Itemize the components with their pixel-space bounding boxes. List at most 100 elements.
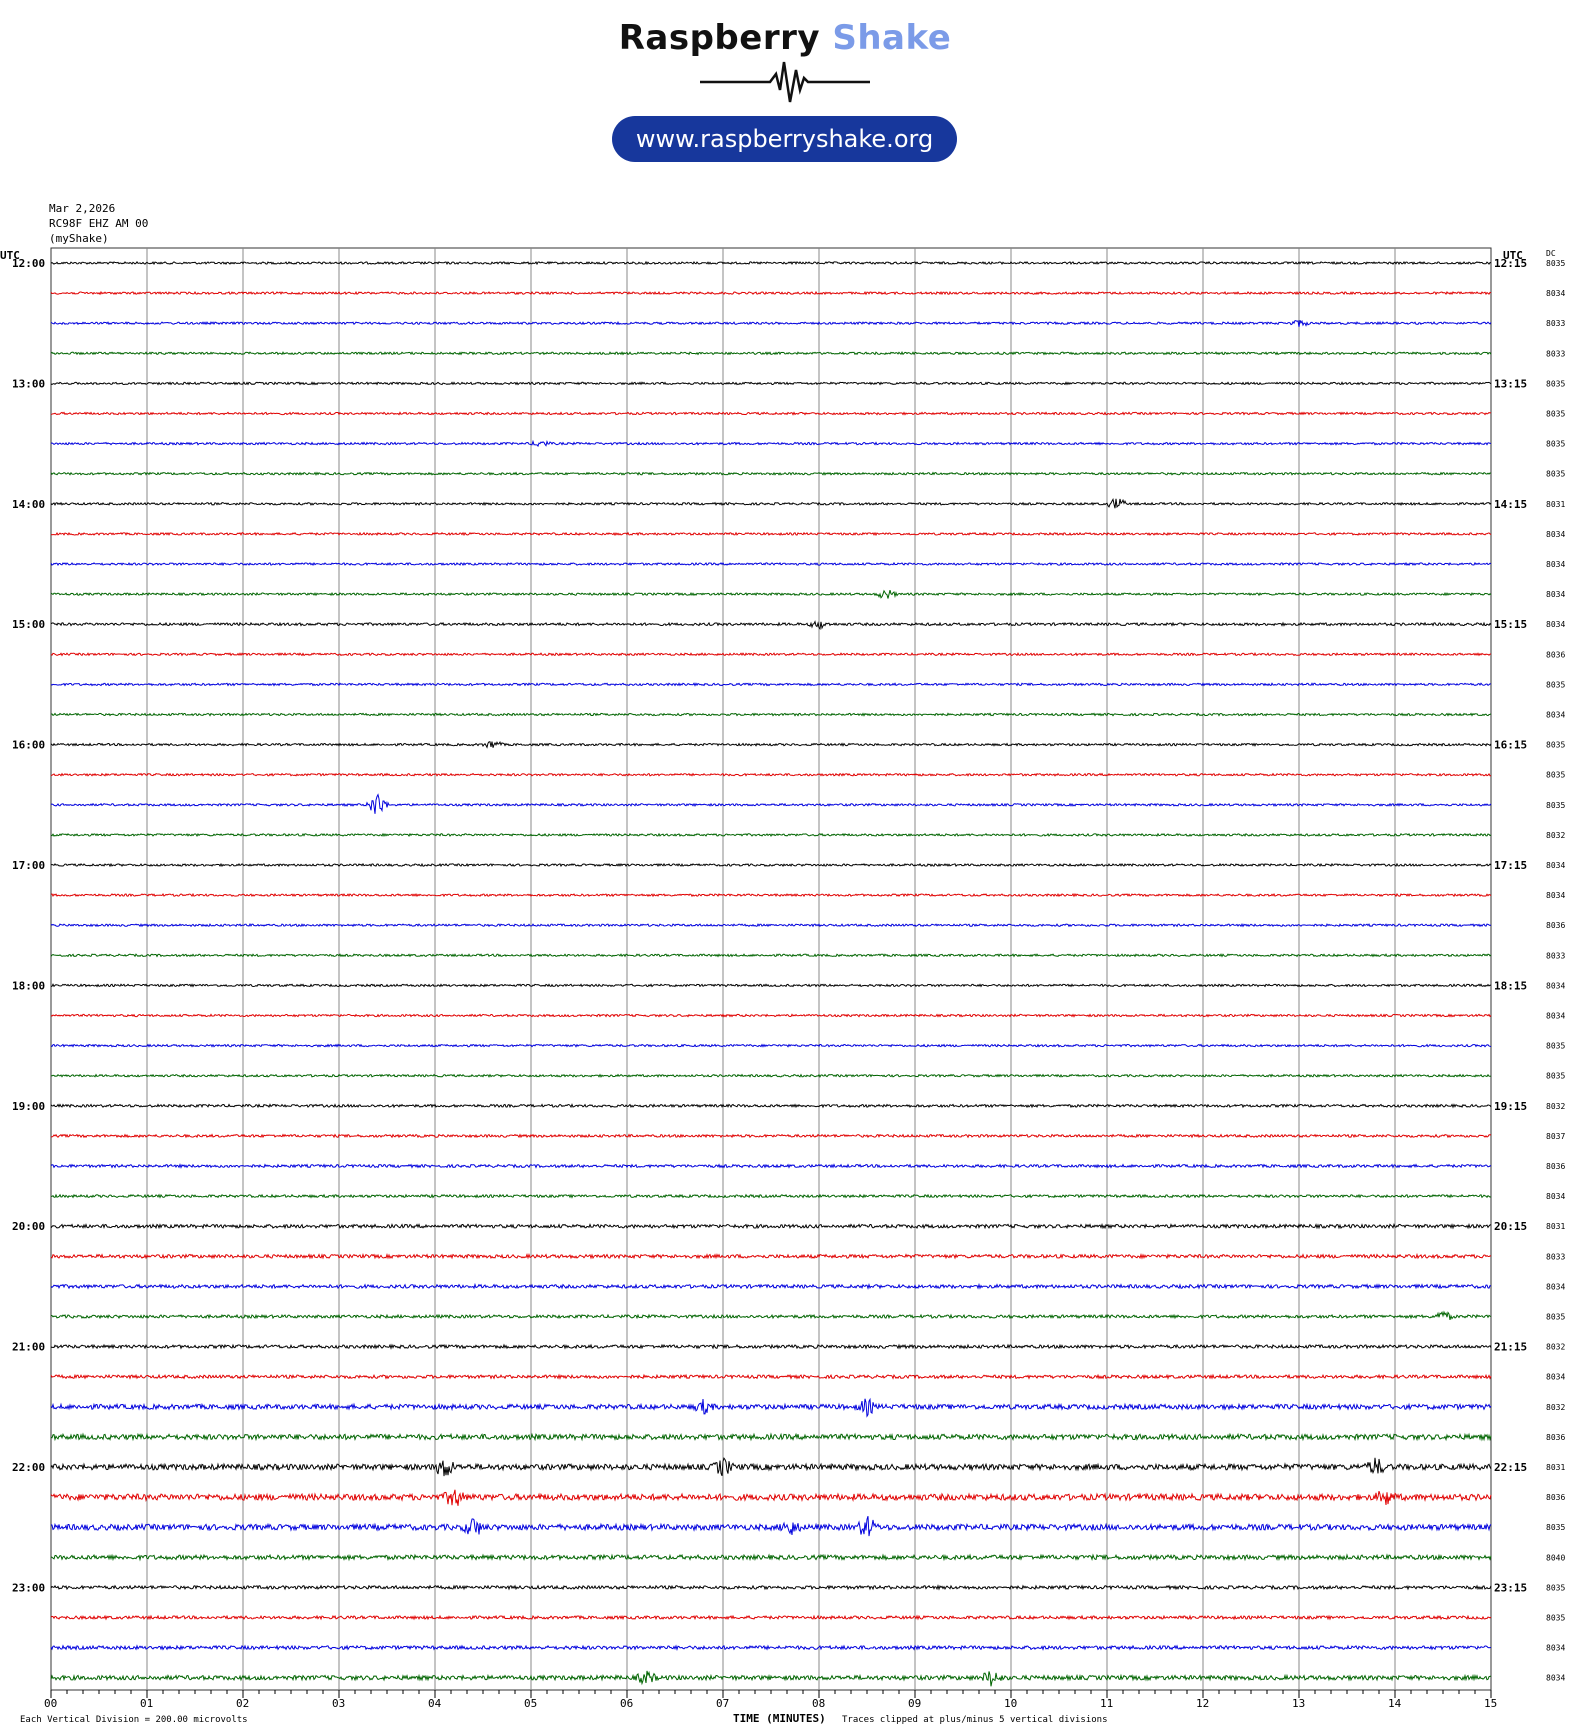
trace-line bbox=[50, 793, 1492, 814]
hour-labels-left: 12:00 13:00 14:00 15:00 16:00 17:00 18:00 19:00… bbox=[12, 257, 45, 1594]
vertical-division-note: Each Vertical Division = 200.00 microvol… bbox=[20, 1715, 248, 1725]
dc-offset-label: 8035 bbox=[1546, 1614, 1565, 1623]
clipping-note: Traces clipped at plus/minus 5 vertical … bbox=[842, 1715, 1108, 1725]
hour-label-right: 23:15 bbox=[1494, 1581, 1527, 1594]
trace-line bbox=[50, 1516, 1492, 1537]
dc-offset-label: 8034 bbox=[1546, 620, 1565, 629]
dc-header-label: DC bbox=[1546, 249, 1556, 258]
dc-offset-label: 8034 bbox=[1546, 590, 1565, 599]
trace-line bbox=[51, 1133, 1492, 1139]
hour-label-left: 20:00 bbox=[12, 1220, 45, 1233]
x-tick-label: 03 bbox=[332, 1697, 345, 1710]
dc-offset-label: 8034 bbox=[1546, 1644, 1565, 1653]
trace-line bbox=[50, 1432, 1492, 1442]
x-tick-label: 12 bbox=[1196, 1697, 1209, 1710]
hour-label-right: 15:15 bbox=[1494, 618, 1527, 631]
dc-offset-label: 8035 bbox=[1546, 440, 1565, 449]
dc-offset-label: 8034 bbox=[1546, 711, 1565, 720]
dc-offset-label: 8034 bbox=[1546, 891, 1565, 900]
hour-label-right: 19:15 bbox=[1494, 1100, 1527, 1113]
x-tick-label: 00 bbox=[44, 1697, 57, 1710]
hour-label-left: 15:00 bbox=[12, 618, 45, 631]
dc-offset-label: 8034 bbox=[1546, 1373, 1565, 1382]
dc-offset-label: 8036 bbox=[1546, 1493, 1565, 1502]
station-id: RC98F EHZ AM 00 bbox=[49, 217, 149, 230]
hour-label-left: 18:00 bbox=[12, 979, 45, 992]
x-tick-label: 02 bbox=[236, 1697, 249, 1710]
trace-line bbox=[50, 740, 1492, 749]
trace-line bbox=[50, 1073, 1492, 1078]
trace-line bbox=[50, 1103, 1492, 1109]
dc-offset-label: 8035 bbox=[1546, 771, 1565, 780]
dc-offset-label: 8036 bbox=[1546, 650, 1565, 659]
dc-offset-label: 8035 bbox=[1546, 741, 1565, 750]
dc-offset-label: 8035 bbox=[1546, 680, 1565, 689]
hour-label-right: 20:15 bbox=[1494, 1220, 1527, 1233]
hour-label-left: 23:00 bbox=[12, 1581, 45, 1594]
dc-offset-label: 8034 bbox=[1546, 981, 1565, 990]
trace-line bbox=[50, 1252, 1492, 1260]
time-axis: 00 01 02 03 04 05 06 07 08 09 10 11 12 13 14 15 bbox=[44, 1690, 1497, 1710]
dc-offset-label: 8034 bbox=[1546, 1012, 1565, 1021]
x-tick-label: 01 bbox=[140, 1697, 153, 1710]
hour-label-left: 17:00 bbox=[12, 859, 45, 872]
x-tick-label: 09 bbox=[908, 1697, 921, 1710]
dc-offset-label: 8034 bbox=[1546, 1192, 1565, 1201]
dc-offset-label: 8033 bbox=[1546, 349, 1565, 358]
trace-line bbox=[50, 1614, 1492, 1621]
trace-line bbox=[50, 1457, 1492, 1477]
dc-offset-label: 8035 bbox=[1546, 1523, 1565, 1532]
dc-offset-label: 8032 bbox=[1546, 1102, 1565, 1111]
right-utc-label: UTC bbox=[1503, 249, 1523, 262]
x-tick-label: 05 bbox=[524, 1697, 537, 1710]
dc-offset-label: 8034 bbox=[1546, 289, 1565, 298]
trace-line bbox=[50, 832, 1492, 838]
dc-offset-label: 8040 bbox=[1546, 1553, 1565, 1562]
brand-logo-text: Raspberry Shake bbox=[0, 18, 1570, 58]
dc-offset-label: 8035 bbox=[1546, 470, 1565, 479]
minute-gridlines bbox=[146, 248, 1396, 1690]
hour-label-right: 13:15 bbox=[1494, 377, 1527, 390]
dc-offset-label: 8035 bbox=[1546, 801, 1565, 810]
dc-offset-label: 8033 bbox=[1546, 1252, 1565, 1261]
hour-label-right: 14:15 bbox=[1494, 498, 1527, 511]
trace-line bbox=[50, 471, 1492, 477]
trace-line bbox=[50, 620, 1492, 630]
hour-label-right: 18:15 bbox=[1494, 979, 1527, 992]
x-axis-title: TIME (MINUTES) bbox=[733, 1712, 826, 1725]
trace-line bbox=[50, 1282, 1492, 1290]
trace-line bbox=[50, 290, 1492, 296]
dc-offset-label: 8036 bbox=[1546, 1433, 1565, 1442]
trace-line bbox=[50, 1310, 1492, 1321]
x-tick-label: 07 bbox=[716, 1697, 729, 1710]
trace-line bbox=[50, 1222, 1492, 1230]
trace-line bbox=[50, 561, 1492, 567]
trace-line bbox=[50, 1553, 1492, 1562]
website-url-badge[interactable]: www.raspberryshake.org bbox=[612, 116, 957, 162]
trace-line bbox=[50, 1193, 1492, 1199]
dc-offset-label: 8035 bbox=[1546, 259, 1565, 268]
dc-offset-label: 8031 bbox=[1546, 1463, 1565, 1472]
plot-frame bbox=[50, 247, 1492, 1691]
hour-label-right: 21:15 bbox=[1494, 1341, 1527, 1354]
trace-line bbox=[50, 351, 1492, 356]
station-owner: (myShake) bbox=[49, 232, 109, 245]
trace-line bbox=[50, 498, 1492, 509]
trace-line bbox=[50, 589, 1492, 599]
trace-line bbox=[50, 1043, 1492, 1048]
dc-offset-label: 8037 bbox=[1546, 1132, 1565, 1141]
trace-line bbox=[50, 1397, 1492, 1418]
trace-line bbox=[50, 439, 1491, 448]
x-tick-label: 11 bbox=[1100, 1697, 1113, 1710]
trace-line bbox=[50, 712, 1492, 717]
trace-line bbox=[50, 381, 1492, 386]
dc-offset-label: 8034 bbox=[1546, 530, 1565, 539]
trace-line bbox=[50, 319, 1492, 327]
hour-label-right: 17:15 bbox=[1494, 859, 1527, 872]
hour-label-right: 12:15 bbox=[1494, 257, 1527, 270]
x-tick-label: 08 bbox=[812, 1697, 825, 1710]
x-tick-label: 13 bbox=[1292, 1697, 1305, 1710]
dc-offset-label: 8031 bbox=[1546, 500, 1565, 509]
dc-offset-label: 8033 bbox=[1546, 319, 1565, 328]
